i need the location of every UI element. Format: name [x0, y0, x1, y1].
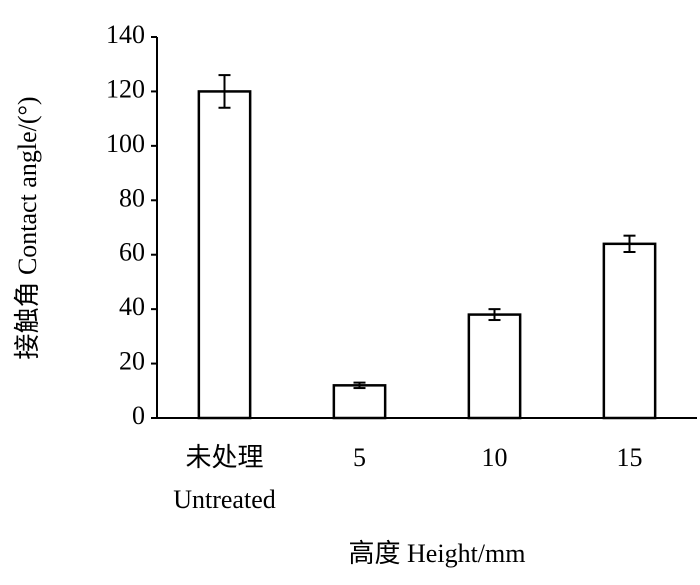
error-bar — [353, 381, 366, 390]
x-tick-label: 10 — [482, 443, 508, 472]
error-bar — [488, 308, 501, 322]
y-tick-label: 120 — [106, 74, 145, 103]
bar — [332, 384, 387, 420]
x-axis-label: 高度 Height/mm — [349, 539, 526, 568]
y-axis-label: 接触角 Contact angle/(°) — [13, 96, 42, 359]
y-tick-label: 40 — [119, 292, 145, 321]
error-bar — [218, 74, 231, 109]
y-tick-label: 100 — [106, 129, 145, 158]
y-tick-label: 60 — [119, 238, 145, 267]
x-tick-label: 未处理 Untreated — [173, 443, 276, 514]
x-tick-label: 5 — [353, 443, 366, 472]
y-tick-label: 20 — [119, 347, 145, 376]
bar — [197, 90, 252, 420]
bar — [467, 313, 522, 420]
error-bar — [623, 234, 636, 253]
bar — [602, 242, 657, 420]
y-tick-label: 80 — [119, 183, 145, 212]
x-tick-label: 15 — [617, 443, 643, 472]
y-tick-label: 0 — [132, 401, 145, 430]
y-tick-label: 140 — [106, 20, 145, 49]
